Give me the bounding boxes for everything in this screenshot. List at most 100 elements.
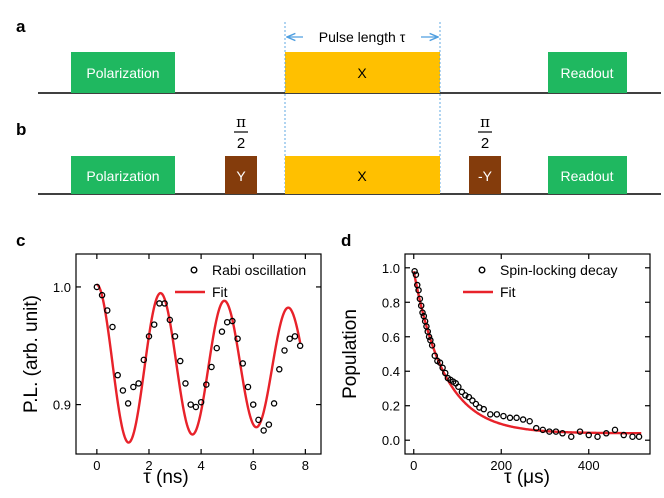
- x-pulse-block-a: [285, 52, 440, 93]
- data-point-d: [552, 428, 560, 435]
- data-point-c: [98, 291, 106, 299]
- data-point-c: [218, 328, 226, 335]
- fit-curve-d: [412, 271, 642, 435]
- x-tick-label-c: 6: [250, 458, 257, 473]
- data-point-d: [513, 414, 520, 422]
- data-point-d: [533, 424, 540, 432]
- data-point-c: [187, 401, 194, 408]
- legend-label-rabi: Rabi oscillation: [212, 262, 306, 278]
- tick-group-d: 0 200 400 0.0 0.2 0.4 0.6 0.8 1.0: [382, 254, 650, 473]
- legend-marker-rabi: [190, 266, 198, 274]
- data-point-c: [197, 398, 205, 406]
- x-tick-label-d: 0: [410, 458, 417, 473]
- data-point-c: [145, 333, 153, 340]
- panel-d: d 0 200 400 0.0 0.2 0.4 0.6 0.8 1.0 τ (μs) Popul…: [340, 231, 651, 488]
- data-point-d: [539, 426, 547, 434]
- y-pulse-fraction-numerator: π: [236, 113, 246, 131]
- data-point-c: [296, 342, 304, 350]
- data-point-c: [265, 421, 273, 428]
- y-tick-label-c: 1.0: [53, 280, 71, 295]
- data-point-d: [469, 397, 476, 404]
- data-point-d: [576, 428, 584, 435]
- data-point-d: [526, 417, 533, 425]
- data-point-c: [203, 381, 210, 388]
- tick-group-c: 0 2 4 6 8 0.9 1.0: [53, 254, 321, 473]
- x-tick-label-c: 2: [145, 458, 152, 473]
- readout-label-b: Readout: [561, 168, 614, 184]
- data-point-c: [140, 356, 148, 364]
- data-point-d: [431, 352, 438, 359]
- data-point-c: [114, 371, 121, 379]
- x-axis-label-d: τ (μs): [504, 467, 550, 488]
- data-point-d: [455, 383, 462, 391]
- x-tick-label-d: 400: [578, 458, 600, 473]
- data-point-c: [255, 416, 262, 424]
- data-point-c: [135, 380, 142, 387]
- data-point-c: [239, 360, 247, 367]
- data-point-d: [436, 359, 444, 366]
- legend-marker-spin: [478, 266, 486, 274]
- data-point-c: [171, 333, 179, 340]
- data-point-d: [635, 433, 643, 441]
- x-tick-label-c: 8: [302, 458, 309, 473]
- x-pulse-label-b: X: [357, 168, 367, 184]
- data-point-d: [500, 412, 507, 420]
- panel-b: b Polarization Y π 2 X -Y π 2 Readout: [16, 113, 661, 195]
- data-point-d: [458, 388, 466, 396]
- y-tick-label-d: 0.4: [382, 364, 400, 379]
- data-point-d: [620, 431, 628, 439]
- data-point-c: [150, 321, 158, 328]
- data-point-d: [519, 416, 527, 423]
- panel-label-b: b: [16, 120, 26, 139]
- y-tick-label-c: 0.9: [53, 398, 71, 413]
- data-point-d: [415, 286, 422, 294]
- fit-group-c: [96, 283, 302, 444]
- data-point-c: [130, 383, 137, 391]
- data-point-c: [177, 357, 184, 365]
- data-point-c: [244, 383, 252, 391]
- data-point-c: [234, 335, 241, 342]
- x-pulse-block-b: [285, 156, 440, 194]
- y-axis-label-d: Population: [340, 309, 361, 399]
- data-point-d: [416, 295, 424, 303]
- data-point-c: [270, 400, 278, 407]
- data-point-d: [417, 302, 425, 309]
- data-point-d: [441, 369, 449, 377]
- data-points-c: [93, 283, 304, 434]
- fit-group-d: [412, 271, 642, 435]
- y-pulse-fraction-denominator: 2: [237, 135, 245, 152]
- data-point-c: [260, 427, 267, 434]
- legend-label-fit-d: Fit: [500, 284, 516, 300]
- data-point-d: [603, 430, 610, 437]
- data-point-d: [462, 392, 469, 399]
- data-point-c: [161, 300, 168, 307]
- x-tick-label-c: 4: [197, 458, 204, 473]
- data-point-d: [629, 433, 636, 441]
- y-pulse-label: Y: [236, 168, 246, 184]
- plot-frame-c: [75, 253, 322, 455]
- fit-curve-c: [96, 283, 302, 444]
- data-point-c: [281, 347, 288, 354]
- legend-label-fit-c: Fit: [212, 284, 228, 300]
- data-point-d: [506, 414, 514, 422]
- data-point-d: [419, 309, 426, 316]
- y-tick-label-d: 0.0: [382, 433, 400, 448]
- data-point-d: [493, 411, 501, 418]
- legend-label-spin: Spin-locking decay: [500, 262, 618, 278]
- x-axis-label-c: τ (ns): [143, 467, 189, 488]
- data-point-c: [156, 300, 163, 307]
- neg-y-pulse-label: -Y: [478, 168, 493, 184]
- y-tick-label-d: 0.8: [382, 295, 400, 310]
- data-point-d: [487, 411, 494, 418]
- data-point-c: [213, 344, 220, 352]
- data-point-d: [425, 333, 433, 341]
- readout-label-a: Readout: [561, 65, 614, 81]
- data-point-d: [439, 364, 446, 372]
- polarization-label-b: Polarization: [86, 168, 159, 184]
- y-tick-label-d: 0.2: [382, 399, 400, 414]
- data-point-d: [546, 428, 553, 435]
- plot-frame-d: [404, 253, 651, 455]
- y-axis-label-c: P.L. (arb. unit): [21, 295, 42, 413]
- data-point-c: [276, 366, 283, 373]
